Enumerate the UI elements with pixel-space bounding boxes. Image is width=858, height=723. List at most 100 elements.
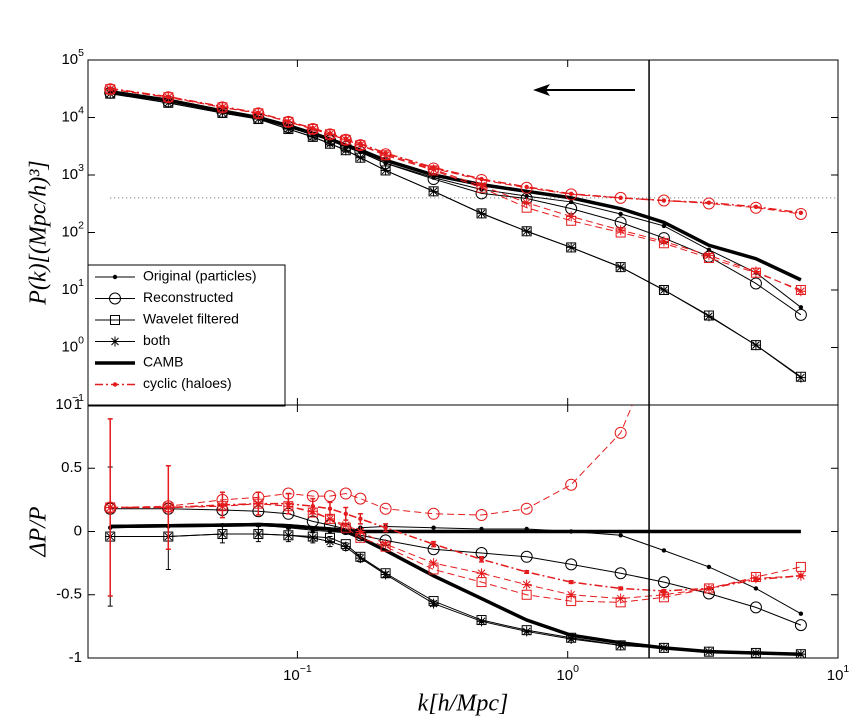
marker	[521, 579, 532, 590]
marker	[253, 108, 264, 119]
marker	[282, 115, 295, 128]
marker	[428, 598, 439, 609]
legend-label: cyclic (haloes)	[143, 375, 232, 391]
marker	[324, 138, 335, 149]
marker	[521, 589, 532, 600]
marker	[252, 107, 265, 120]
marker	[615, 262, 626, 273]
tick-label: 100	[556, 663, 579, 684]
marker	[327, 506, 333, 511]
marker	[324, 513, 335, 524]
y-tick-label: 0.5	[61, 459, 82, 476]
series-line	[110, 87, 801, 214]
marker	[109, 292, 121, 305]
marker	[380, 150, 391, 161]
y-tick-label: 1	[74, 396, 82, 413]
marker	[565, 558, 578, 571]
marker	[428, 164, 439, 175]
tick-base: 10	[61, 223, 78, 240]
tick-exp: 5	[78, 47, 84, 59]
marker	[307, 124, 318, 135]
x-axis-label: k[h/Mpc]	[418, 691, 509, 717]
marker	[476, 568, 487, 579]
tick-base: 10	[61, 166, 78, 183]
series-line	[110, 524, 802, 615]
marker	[521, 226, 532, 237]
tick-exp: 4	[78, 104, 84, 116]
marker	[657, 576, 670, 589]
marker	[657, 194, 670, 207]
marker	[339, 133, 352, 146]
marker	[380, 165, 391, 176]
marker	[566, 211, 577, 222]
marker	[217, 102, 228, 113]
marker	[355, 140, 366, 151]
marker	[798, 305, 804, 310]
series-line	[110, 533, 801, 655]
tick-label: 103	[61, 162, 84, 183]
marker	[566, 242, 577, 253]
plot-area	[104, 405, 807, 658]
legend-label: CAMB	[143, 354, 183, 370]
tick-exp: 3	[78, 162, 84, 174]
y-tick-label: -1	[69, 649, 82, 666]
marker	[798, 210, 804, 216]
marker	[339, 487, 352, 500]
marker	[105, 502, 116, 513]
plot-area	[104, 83, 838, 383]
legend-label: Original (particles)	[143, 268, 257, 284]
marker	[475, 509, 488, 522]
marker	[750, 573, 761, 584]
marker	[520, 550, 533, 563]
marker	[795, 372, 806, 383]
marker	[355, 553, 366, 564]
marker	[307, 506, 318, 517]
tick-exp: −1	[72, 392, 84, 404]
marker	[565, 478, 578, 491]
marker	[568, 191, 574, 197]
marker	[427, 507, 440, 520]
marker	[431, 525, 436, 530]
marker	[658, 589, 669, 600]
marker	[340, 134, 351, 145]
marker	[354, 139, 367, 152]
marker	[794, 207, 807, 220]
marker	[253, 529, 264, 540]
series-line	[110, 88, 801, 215]
series-line	[110, 533, 801, 655]
marker	[753, 586, 759, 591]
tick-exp: 1	[78, 277, 84, 289]
legend-box	[87, 264, 286, 407]
tick-exp: 2	[78, 219, 84, 231]
series-line	[110, 522, 801, 656]
marker	[476, 208, 487, 219]
marker	[795, 570, 806, 581]
marker	[324, 536, 335, 547]
tick-base: 10	[61, 108, 78, 125]
marker	[110, 315, 120, 325]
legend-label: both	[143, 332, 170, 348]
tick-base: 10	[55, 396, 72, 413]
marker	[749, 277, 762, 290]
marker	[476, 616, 487, 627]
marker	[566, 634, 577, 645]
series-line	[110, 405, 633, 516]
marker	[358, 516, 363, 522]
marker	[355, 152, 366, 163]
marker	[355, 526, 366, 537]
marker	[307, 532, 318, 543]
marker	[112, 274, 118, 280]
marker	[524, 193, 529, 199]
marker	[618, 533, 623, 538]
marker	[658, 236, 669, 247]
marker	[428, 558, 439, 569]
marker	[706, 200, 712, 205]
marker	[324, 129, 335, 140]
marker	[521, 626, 532, 637]
marker	[110, 336, 120, 347]
marker	[614, 191, 627, 204]
marker	[706, 564, 712, 570]
marker	[112, 382, 118, 387]
marker	[323, 128, 336, 141]
